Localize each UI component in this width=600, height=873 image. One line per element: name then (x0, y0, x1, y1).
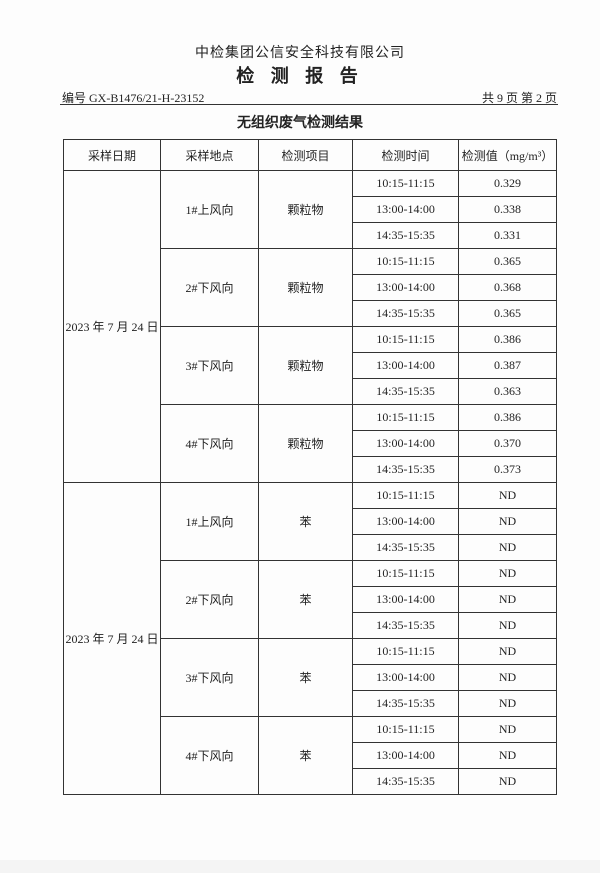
test-value: ND (458, 560, 557, 587)
test-time: 13:00-14:00 (352, 352, 459, 379)
test-time: 13:00-14:00 (352, 196, 459, 223)
test-value: ND (458, 612, 557, 639)
test-time: 10:15-11:15 (352, 170, 459, 197)
table-row: 14:35-15:35 ND (64, 612, 557, 639)
test-time: 14:35-15:35 (352, 768, 459, 795)
test-item: 颗粒物 (258, 170, 353, 249)
test-value: ND (458, 586, 557, 613)
test-value: ND (458, 716, 557, 743)
test-value: 0.329 (458, 170, 557, 197)
table-row: 14:35-15:35 0.373 (64, 456, 557, 483)
test-item: 颗粒物 (258, 326, 353, 405)
report-number: 编号 GX-B1476/21-H-23152 (62, 91, 205, 105)
sampling-location: 2#下风向 (160, 248, 259, 327)
column-header: 检测时间 (352, 139, 459, 171)
table-row: 13:00-14:00 0.368 (64, 274, 557, 301)
test-value: ND (458, 638, 557, 665)
test-time: 13:00-14:00 (352, 664, 459, 691)
sampling-location: 4#下风向 (160, 404, 259, 483)
test-time: 14:35-15:35 (352, 456, 459, 483)
test-value: 0.386 (458, 326, 557, 353)
report-title: 检 测 报 告 (236, 66, 364, 86)
table-row: 2#下风向苯 10:15-11:15 ND (64, 560, 557, 639)
sampling-location: 1#上风向 (160, 170, 259, 249)
test-value: ND (458, 508, 557, 535)
test-time: 14:35-15:35 (352, 534, 459, 561)
test-time: 13:00-14:00 (352, 508, 459, 535)
test-value: 0.331 (458, 222, 557, 249)
table-row: 4#下风向苯 10:15-11:15 ND (64, 716, 557, 795)
table-row: 13:00-14:00 0.387 (64, 352, 557, 379)
test-value: ND (458, 482, 557, 509)
header-row: 采样日期 采样地点 检测项目 检测时间 检测值（mg/m³） (63, 139, 557, 171)
table-row: 14:35-15:35 0.363 (64, 378, 557, 405)
column-header: 检测值（mg/m³） (458, 139, 557, 171)
sampling-location: 1#上风向 (160, 482, 259, 561)
test-time: 14:35-15:35 (352, 690, 459, 717)
column-header: 检测项目 (258, 139, 353, 171)
sampling-location: 4#下风向 (160, 716, 259, 795)
test-item: 颗粒物 (258, 404, 353, 483)
test-time: 10:15-11:15 (352, 716, 459, 743)
test-value: 0.363 (458, 378, 557, 405)
test-value: 0.373 (458, 456, 557, 483)
table-row: 13:00-14:00 ND (64, 508, 557, 535)
test-time: 14:35-15:35 (352, 222, 459, 249)
column-header: 采样日期 (63, 139, 161, 171)
test-value: ND (458, 690, 557, 717)
sampling-location: 3#下风向 (160, 638, 259, 717)
table-row: 14:35-15:35 ND (64, 690, 557, 717)
table-row: 13:00-14:00 ND (64, 586, 557, 613)
test-value: 0.365 (458, 300, 557, 327)
test-value: 0.365 (458, 248, 557, 275)
table-row: 14:35-15:35 ND (64, 768, 557, 795)
table-title: 无组织废气检测结果 (237, 116, 363, 131)
table-row: 3#下风向 颗粒物 10:15-11:15 0.386 (64, 326, 557, 405)
test-time: 13:00-14:00 (352, 586, 459, 613)
table-row: 14:35-15:35 0.331 (64, 222, 557, 249)
test-value: 0.368 (458, 274, 557, 301)
sampling-date: 2023 年 7 月 24 日 (63, 170, 161, 483)
test-item: 苯 (258, 716, 353, 795)
test-value: ND (458, 768, 557, 795)
test-time: 14:35-15:35 (352, 378, 459, 405)
sampling-location: 3#下风向 (160, 326, 259, 405)
table-row: 2023 年 7 月 24 日 1#上风向 颗粒物 10:15-11:15 0.329 (63, 170, 557, 483)
test-time: 10:15-11:15 (352, 404, 459, 431)
test-item: 苯 (258, 482, 353, 561)
table-row: 2023 年 7 月 24 日 1#上风向苯 10:15-11:15 ND (63, 482, 557, 795)
table-row: 2#下风向 颗粒物 10:15-11:15 0.365 (64, 248, 557, 327)
test-time: 10:15-11:15 (352, 248, 459, 275)
test-value: 0.387 (458, 352, 557, 379)
test-time: 14:35-15:35 (352, 612, 459, 639)
column-header: 采样地点 (160, 139, 259, 171)
table-row: 13:00-14:00 0.370 (64, 430, 557, 457)
results-table: 采样日期 采样地点 检测项目 检测时间 检测值（mg/m³） 2023 年 7 月 24… (63, 139, 557, 795)
sampling-location: 2#下风向 (160, 560, 259, 639)
test-time: 14:35-15:35 (352, 300, 459, 327)
test-time: 13:00-14:00 (352, 742, 459, 769)
test-value: ND (458, 534, 557, 561)
test-value: ND (458, 664, 557, 691)
test-time: 10:15-11:15 (352, 638, 459, 665)
sampling-date: 2023 年 7 月 24 日 (63, 482, 161, 795)
table-row: 14:35-15:35 ND (64, 534, 557, 561)
test-value: ND (458, 742, 557, 769)
page-info: 共 9 页 第 2 页 (481, 91, 557, 105)
test-item: 苯 (258, 560, 353, 639)
test-time: 10:15-11:15 (352, 560, 459, 587)
test-time: 10:15-11:15 (352, 482, 459, 509)
test-item: 颗粒物 (258, 248, 353, 327)
test-time: 10:15-11:15 (352, 326, 459, 353)
test-value: 0.370 (458, 430, 557, 457)
header-rule (60, 104, 558, 105)
test-value: 0.386 (458, 404, 557, 431)
test-value: 0.338 (458, 196, 557, 223)
test-time: 13:00-14:00 (352, 430, 459, 457)
test-item: 苯 (258, 638, 353, 717)
company-name: 中检集团公信安全科技有限公司 (195, 46, 405, 61)
test-time: 13:00-14:00 (352, 274, 459, 301)
table-row: 13:00-14:00 ND (64, 664, 557, 691)
